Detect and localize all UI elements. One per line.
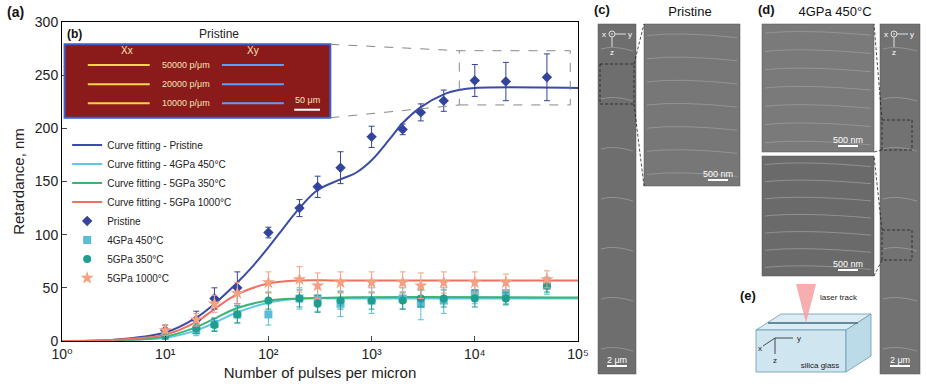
svg-text:50000 p/μm: 50000 p/μm — [162, 60, 210, 70]
svg-text:Curve fitting - 5GPa 1000°C: Curve fitting - 5GPa 1000°C — [107, 197, 231, 208]
svg-text:x: x — [758, 344, 762, 353]
svg-text:100: 100 — [35, 227, 59, 243]
svg-text:y: y — [797, 334, 801, 343]
svg-text:z: z — [892, 48, 896, 57]
svg-text:4GPa 450°C: 4GPa 450°C — [107, 235, 163, 246]
svg-text:Curve fitting - Pristine: Curve fitting - Pristine — [107, 140, 203, 151]
svg-text:silica glass: silica glass — [801, 361, 840, 370]
svg-text:500 nm: 500 nm — [833, 259, 863, 269]
svg-text:y: y — [910, 30, 914, 39]
svg-text:(e): (e) — [740, 288, 756, 303]
svg-text:Pristine: Pristine — [199, 27, 239, 41]
svg-text:10⁰: 10⁰ — [51, 346, 73, 362]
svg-text:300: 300 — [35, 14, 59, 30]
svg-text:10⁵: 10⁵ — [567, 346, 588, 362]
svg-text:10⁴: 10⁴ — [464, 346, 486, 362]
svg-text:50 μm: 50 μm — [295, 95, 320, 105]
svg-text:0: 0 — [50, 333, 58, 349]
svg-text:4GPa 450°C: 4GPa 450°C — [798, 4, 871, 19]
svg-text:y: y — [628, 30, 632, 39]
svg-text:2 μm: 2 μm — [607, 355, 627, 365]
svg-text:10³: 10³ — [361, 346, 382, 362]
svg-text:20000 p/μm: 20000 p/μm — [162, 79, 210, 89]
svg-text:5GPa 1000°C: 5GPa 1000°C — [107, 273, 169, 284]
svg-text:250: 250 — [35, 67, 59, 83]
svg-text:Retardance, nm: Retardance, nm — [10, 128, 27, 235]
svg-text:50: 50 — [43, 280, 59, 296]
svg-text:laser track: laser track — [820, 293, 858, 302]
svg-text:500 nm: 500 nm — [703, 169, 733, 179]
svg-text:Curve fitting - 4GPa 450°C: Curve fitting - 4GPa 450°C — [107, 159, 226, 170]
svg-text:Xy: Xy — [247, 45, 259, 56]
svg-text:Curve fitting - 5GPa 350°C: Curve fitting - 5GPa 350°C — [107, 178, 226, 189]
svg-text:(c): (c) — [594, 2, 610, 17]
svg-text:Pristine: Pristine — [668, 4, 711, 19]
svg-text:Pristine: Pristine — [107, 216, 141, 227]
svg-text:Xx: Xx — [121, 45, 133, 56]
svg-text:(a): (a) — [7, 4, 24, 20]
svg-text:10²: 10² — [258, 346, 279, 362]
svg-text:(d): (d) — [758, 2, 775, 17]
svg-text:5GPa 350°C: 5GPa 350°C — [107, 254, 163, 265]
svg-text:500 nm: 500 nm — [833, 135, 863, 145]
svg-text:(b): (b) — [67, 27, 82, 41]
svg-text:10000 p/μm: 10000 p/μm — [162, 98, 210, 108]
svg-text:x: x — [602, 30, 606, 39]
svg-text:z: z — [610, 48, 614, 57]
svg-text:z: z — [773, 356, 777, 365]
svg-text:150: 150 — [35, 173, 59, 189]
svg-text:Number of pulses per micron: Number of pulses per micron — [224, 364, 417, 381]
svg-text:200: 200 — [35, 120, 59, 136]
svg-text:2 μm: 2 μm — [890, 355, 910, 365]
svg-text:x: x — [884, 30, 888, 39]
svg-text:10¹: 10¹ — [155, 346, 176, 362]
